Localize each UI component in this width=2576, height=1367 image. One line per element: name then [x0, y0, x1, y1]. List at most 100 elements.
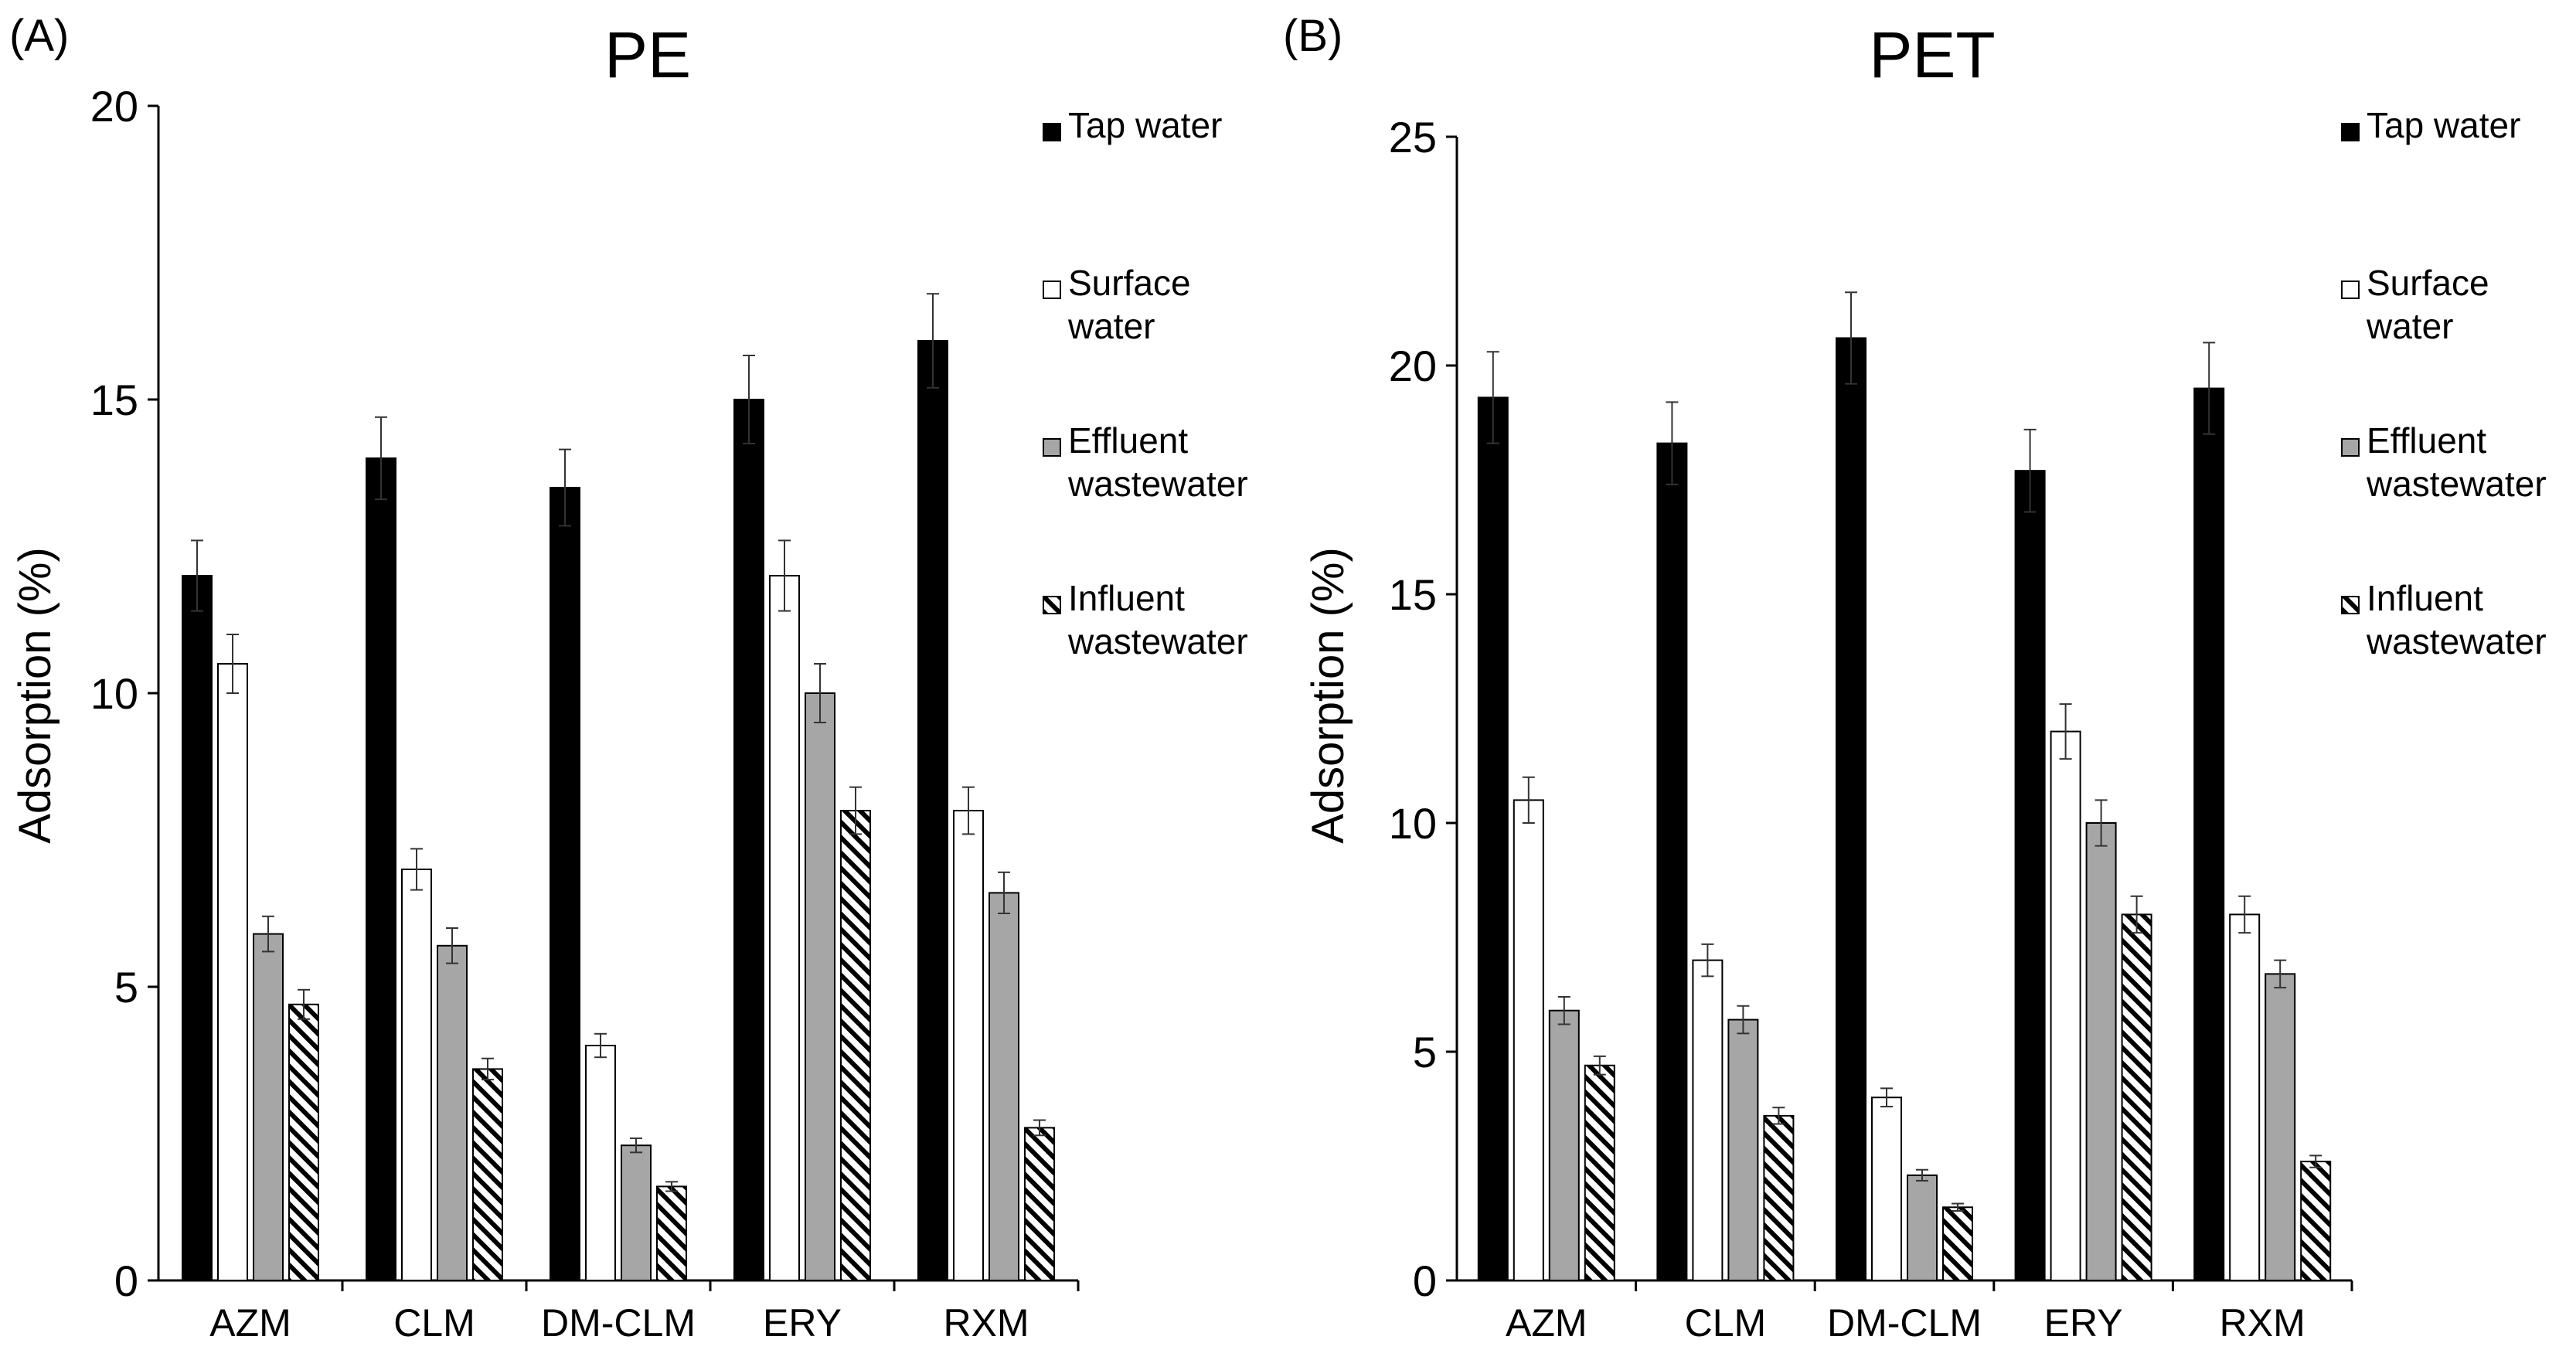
panel-b: (B) PET Adsorption (%) 0 5 10 15 20 25 AZM CLM D… — [1283, 11, 2547, 1345]
legend: Tap waterSurfacewaterEffluentwastewaterI… — [2341, 105, 2547, 661]
error-bar-influent-wastewater-dm-clm — [665, 1181, 678, 1192]
error-bar-effluent-wastewater-ery — [2094, 799, 2108, 847]
error-bar-effluent-wastewater-ery — [814, 663, 826, 723]
bar-effluent-wastewater-ery — [805, 692, 835, 1281]
legend-swatch — [1043, 596, 1061, 614]
bar-surface-water-clm — [401, 869, 432, 1281]
legend-label: wastewater — [1067, 621, 1248, 661]
error-bar-effluent-wastewater-rxm — [998, 871, 1010, 914]
x-tick-label: RXM — [2220, 1301, 2305, 1345]
error-bar-influent-wastewater-rxm — [1033, 1119, 1046, 1137]
error-bar-effluent-wastewater-dm-clm — [630, 1137, 642, 1154]
bar-surface-water-clm — [1692, 959, 1724, 1281]
legend-label: wastewater — [2366, 621, 2547, 661]
x-tick-label: ERY — [763, 1301, 842, 1345]
legend-swatch — [2341, 281, 2360, 299]
error-bar-effluent-wastewater-dm-clm — [1916, 1168, 1928, 1182]
bars — [1477, 291, 2332, 1282]
error-bar-influent-wastewater-dm-clm — [1952, 1202, 1964, 1212]
bar-surface-water-rxm — [2229, 913, 2261, 1282]
axes: 0 5 10 15 20 AZM CLM DM-CLM ERY RXM — [90, 82, 1080, 1345]
legend-label: Effluent — [1068, 420, 1188, 461]
error-bar-effluent-wastewater-azm — [1557, 995, 1570, 1025]
error-bar-tap-water-rxm — [2203, 342, 2216, 435]
bar-influent-wastewater-ery — [840, 810, 871, 1281]
legend-label: Surface — [1068, 263, 1191, 303]
bar-surface-water-ery — [769, 575, 800, 1281]
bar-surface-water-dm-clm — [585, 1045, 616, 1281]
error-bar-influent-wastewater-azm — [298, 988, 310, 1020]
error-bar-surface-water-ery — [2059, 703, 2072, 760]
error-bar-influent-wastewater-ery — [849, 786, 862, 835]
bar-tap-water-rxm — [917, 340, 948, 1281]
error-bar-influent-wastewater-clm — [482, 1057, 494, 1081]
bar-influent-wastewater-ery — [2121, 913, 2152, 1282]
y-tick-label: 20 — [90, 82, 138, 131]
error-bar-surface-water-dm-clm — [1880, 1087, 1893, 1108]
bar-tap-water-dm-clm — [1836, 337, 1866, 1282]
legend-item-tap-water: Tap water — [2341, 105, 2520, 145]
y-tick-label: 5 — [114, 963, 138, 1012]
bars — [182, 293, 1055, 1282]
error-bar-tap-water-clm — [375, 416, 387, 501]
bar-surface-water-rxm — [953, 810, 984, 1281]
x-tick-label: CLM — [393, 1301, 475, 1345]
error-bar-effluent-wastewater-rxm — [2274, 959, 2287, 989]
error-bar-surface-water-rxm — [962, 786, 975, 835]
y-tick-label: 25 — [1389, 113, 1437, 162]
error-bar-effluent-wastewater-clm — [1737, 1005, 1750, 1035]
legend-label: water — [2366, 306, 2453, 346]
bar-influent-wastewater-rxm — [1024, 1127, 1055, 1282]
bar-tap-water-ery — [2014, 470, 2046, 1281]
x-tick-label: DM-CLM — [541, 1301, 696, 1345]
error-bar-influent-wastewater-azm — [1593, 1055, 1606, 1076]
legend-swatch — [2341, 596, 2360, 614]
bar-influent-wastewater-dm-clm — [1942, 1206, 1973, 1282]
bar-effluent-wastewater-azm — [1548, 1009, 1580, 1281]
y-tick-label: 0 — [1413, 1256, 1437, 1305]
error-bar-influent-wastewater-clm — [1772, 1107, 1785, 1125]
panel-label: (A) — [9, 11, 69, 61]
legend-swatch — [2341, 123, 2360, 141]
error-bar-effluent-wastewater-azm — [262, 915, 274, 953]
bar-effluent-wastewater-ery — [2085, 822, 2117, 1281]
bar-effluent-wastewater-dm-clm — [621, 1144, 652, 1281]
bar-tap-water-azm — [1477, 396, 1509, 1282]
bar-influent-wastewater-rxm — [2300, 1161, 2332, 1281]
bar-tap-water-azm — [182, 575, 213, 1281]
legend-label: Tap water — [2367, 105, 2520, 145]
legend-label: Effluent — [2367, 420, 2486, 461]
bar-effluent-wastewater-clm — [1727, 1018, 1759, 1282]
bar-tap-water-ery — [733, 399, 764, 1281]
legend-label: Influent — [1068, 578, 1185, 618]
legend-swatch — [1043, 123, 1061, 141]
error-bar-tap-water-azm — [191, 539, 203, 612]
bar-tap-water-dm-clm — [550, 487, 580, 1281]
error-bar-surface-water-azm — [1522, 776, 1535, 824]
bar-effluent-wastewater-azm — [253, 933, 284, 1281]
error-bar-tap-water-clm — [1666, 401, 1679, 485]
bar-influent-wastewater-clm — [1763, 1114, 1795, 1281]
y-tick-label: 0 — [114, 1256, 138, 1305]
error-bar-surface-water-clm — [410, 848, 423, 891]
bar-influent-wastewater-azm — [288, 1003, 319, 1282]
legend-label: Tap water — [1068, 105, 1222, 145]
legend-label: Surface — [2367, 263, 2489, 303]
y-tick-label: 20 — [1389, 342, 1437, 390]
x-tick-label: ERY — [2044, 1301, 2123, 1345]
bar-influent-wastewater-dm-clm — [656, 1185, 687, 1282]
error-bar-tap-water-ery — [2023, 428, 2037, 513]
y-axis-label: Adsorption (%) — [1303, 547, 1353, 844]
y-axis-label: Adsorption (%) — [10, 547, 60, 844]
error-bar-tap-water-dm-clm — [559, 448, 571, 527]
panel-a: (A) PE Adsorption (%) 0 5 10 15 20 AZM CLM DM-C… — [9, 11, 1248, 1345]
x-tick-label: DM-CLM — [1827, 1301, 1982, 1345]
bar-influent-wastewater-azm — [1584, 1064, 1615, 1281]
error-bar-surface-water-clm — [1701, 943, 1714, 978]
